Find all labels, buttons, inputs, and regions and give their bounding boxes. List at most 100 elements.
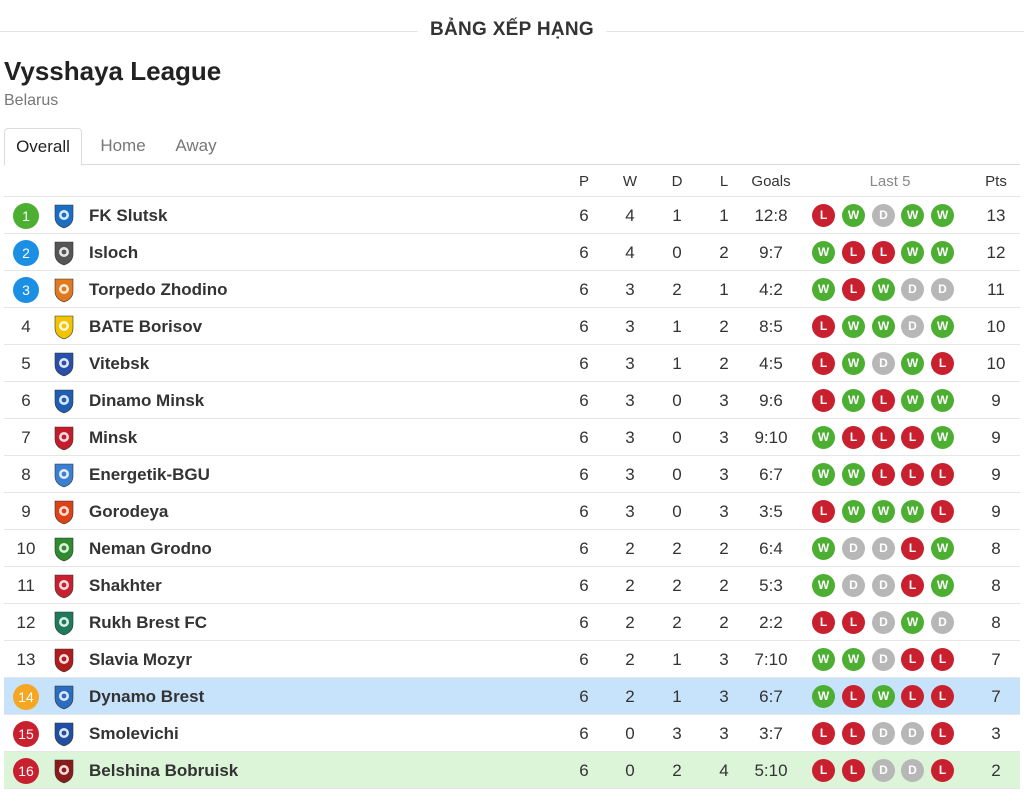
team-name[interactable]: Shakhter — [89, 576, 162, 595]
team-name[interactable]: Minsk — [89, 428, 138, 447]
form-result-icon[interactable]: W — [812, 574, 835, 597]
form-result-icon[interactable]: L — [901, 685, 924, 708]
form-result-icon[interactable]: L — [812, 204, 835, 227]
tab-overall[interactable]: Overall — [4, 128, 82, 166]
form-result-icon[interactable]: L — [931, 648, 954, 671]
form-result-icon[interactable]: W — [812, 537, 835, 560]
form-result-icon[interactable]: W — [901, 389, 924, 412]
form-result-icon[interactable]: L — [812, 722, 835, 745]
team-name[interactable]: Rukh Brest FC — [89, 613, 208, 632]
tab-away[interactable]: Away — [175, 136, 217, 155]
form-result-icon[interactable]: W — [931, 315, 954, 338]
form-result-icon[interactable]: W — [872, 685, 895, 708]
form-result-icon[interactable]: L — [931, 759, 954, 782]
form-result-icon[interactable]: W — [901, 611, 924, 634]
form-result-icon[interactable]: L — [901, 426, 924, 449]
form-result-icon[interactable]: W — [931, 426, 954, 449]
form-result-icon[interactable]: W — [812, 463, 835, 486]
form-result-icon[interactable]: L — [812, 611, 835, 634]
team-name[interactable]: Vitebsk — [89, 354, 150, 373]
form-result-icon[interactable]: L — [931, 500, 954, 523]
form-result-icon[interactable]: D — [872, 204, 895, 227]
form-result-icon[interactable]: W — [872, 315, 895, 338]
team-name[interactable]: Energetik-BGU — [89, 465, 210, 484]
form-result-icon[interactable]: W — [842, 500, 865, 523]
form-result-icon[interactable]: D — [872, 574, 895, 597]
form-result-icon[interactable]: D — [872, 537, 895, 560]
form-result-icon[interactable]: W — [812, 648, 835, 671]
team-name[interactable]: Belshina Bobruisk — [89, 761, 239, 780]
form-result-icon[interactable]: L — [812, 500, 835, 523]
form-result-icon[interactable]: W — [901, 204, 924, 227]
form-result-icon[interactable]: W — [842, 389, 865, 412]
form-result-icon[interactable]: D — [872, 352, 895, 375]
form-result-icon[interactable]: W — [901, 500, 924, 523]
form-result-icon[interactable]: L — [842, 426, 865, 449]
team-name[interactable]: Dynamo Brest — [89, 687, 205, 706]
form-result-icon[interactable]: W — [872, 500, 895, 523]
league-title[interactable]: Vysshaya League — [4, 56, 222, 86]
team-name[interactable]: Neman Grodno — [89, 539, 212, 558]
form-result-icon[interactable]: W — [931, 389, 954, 412]
form-result-icon[interactable]: W — [842, 315, 865, 338]
form-result-icon[interactable]: L — [842, 759, 865, 782]
form-result-icon[interactable]: W — [872, 278, 895, 301]
form-result-icon[interactable]: L — [931, 352, 954, 375]
form-result-icon[interactable]: L — [842, 722, 865, 745]
form-result-icon[interactable]: D — [872, 611, 895, 634]
team-name[interactable]: FK Slutsk — [89, 206, 168, 225]
form-result-icon[interactable]: L — [842, 278, 865, 301]
form-result-icon[interactable]: D — [901, 722, 924, 745]
form-result-icon[interactable]: W — [842, 352, 865, 375]
form-result-icon[interactable]: L — [812, 389, 835, 412]
tab-home[interactable]: Home — [100, 136, 146, 155]
form-result-icon[interactable]: L — [931, 463, 954, 486]
form-result-icon[interactable]: W — [842, 648, 865, 671]
form-result-icon[interactable]: L — [901, 537, 924, 560]
form-result-icon[interactable]: W — [812, 241, 835, 264]
team-name[interactable]: Slavia Mozyr — [89, 650, 192, 669]
form-result-icon[interactable]: D — [872, 759, 895, 782]
form-result-icon[interactable]: L — [812, 315, 835, 338]
form-result-icon[interactable]: D — [931, 611, 954, 634]
form-result-icon[interactable]: D — [842, 574, 865, 597]
form-result-icon[interactable]: W — [842, 463, 865, 486]
form-result-icon[interactable]: L — [812, 352, 835, 375]
form-result-icon[interactable]: D — [901, 759, 924, 782]
form-result-icon[interactable]: D — [872, 722, 895, 745]
form-result-icon[interactable]: L — [812, 759, 835, 782]
form-result-icon[interactable]: W — [812, 685, 835, 708]
team-name[interactable]: Smolevichi — [89, 724, 179, 743]
form-result-icon[interactable]: W — [842, 204, 865, 227]
form-result-icon[interactable]: W — [931, 537, 954, 560]
form-result-icon[interactable]: L — [872, 463, 895, 486]
form-result-icon[interactable]: W — [812, 426, 835, 449]
form-result-icon[interactable]: W — [931, 574, 954, 597]
form-result-icon[interactable]: W — [901, 352, 924, 375]
team-name[interactable]: BATE Borisov — [89, 317, 203, 336]
form-result-icon[interactable]: W — [812, 278, 835, 301]
form-result-icon[interactable]: W — [931, 204, 954, 227]
form-result-icon[interactable]: W — [901, 241, 924, 264]
team-name[interactable]: Dinamo Minsk — [89, 391, 205, 410]
form-result-icon[interactable]: L — [842, 685, 865, 708]
form-result-icon[interactable]: L — [872, 426, 895, 449]
team-name[interactable]: Gorodeya — [89, 502, 169, 521]
form-result-icon[interactable]: D — [842, 537, 865, 560]
form-result-icon[interactable]: L — [931, 685, 954, 708]
form-result-icon[interactable]: D — [931, 278, 954, 301]
